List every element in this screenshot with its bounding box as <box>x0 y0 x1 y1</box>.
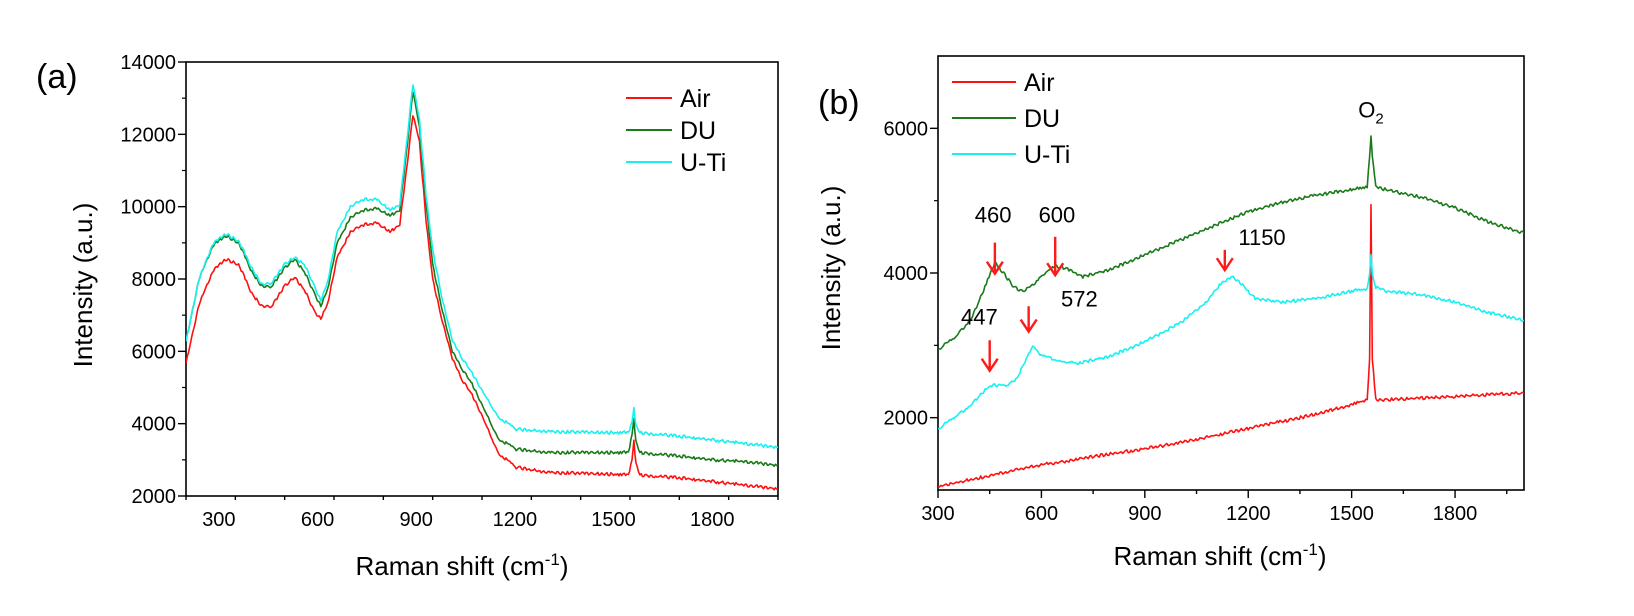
y-tick-label: 6000 <box>884 118 929 140</box>
peak-annotation: O2 <box>1358 97 1383 127</box>
legend-label-du: DU <box>680 117 716 145</box>
y-tick-label: 2000 <box>132 486 177 508</box>
legend: Air DU U-Ti <box>952 69 1070 169</box>
legend-label-uti: U-Ti <box>680 149 726 177</box>
y-axis-label: Intensity (a.u.) <box>68 203 98 368</box>
series-line-air <box>938 203 1524 488</box>
y-axis-label: Intensity (a.u.) <box>816 186 846 351</box>
x-tick-label: 600 <box>301 509 334 531</box>
peak-arrow <box>1215 249 1234 273</box>
peak-annotation: 1150 <box>1238 225 1285 250</box>
x-tick-label: 600 <box>1025 503 1058 525</box>
peak-arrow <box>985 242 1004 276</box>
y-tick-label: 2000 <box>884 408 929 430</box>
y-tick-label: 6000 <box>132 341 177 363</box>
peak-annotation: 600 <box>1039 202 1076 227</box>
x-tick-label: 300 <box>921 503 954 525</box>
x-axis-label: Raman shift (cm-1) <box>1113 540 1326 571</box>
x-tick-label: 1800 <box>690 509 735 531</box>
y-tick-label: 4000 <box>132 414 177 436</box>
x-tick-label: 1500 <box>1329 503 1374 525</box>
panel-label: (b) <box>818 84 860 122</box>
y-tick-label: 10000 <box>120 197 176 219</box>
y-tick-label: 8000 <box>132 269 177 291</box>
y-tick-label: 14000 <box>120 52 176 74</box>
legend-label-uti: U-Ti <box>1024 141 1070 169</box>
y-tick-label: 4000 <box>884 263 929 285</box>
x-tick-label: 900 <box>1128 503 1161 525</box>
x-tick-label: 900 <box>400 509 433 531</box>
series-line-uti <box>938 253 1524 430</box>
y-tick-label: 12000 <box>120 124 176 146</box>
legend-label-air: Air <box>1024 69 1055 97</box>
panel-b: 300 600 900 1200 1500 1800 2000 4000 6000 Air DU U-… <box>816 55 1525 571</box>
panel-a: 300 600 900 1200 1500 1800 2000 4000 6000 8000 100… <box>36 52 779 581</box>
series-group <box>186 84 778 491</box>
peak-arrow <box>1019 306 1038 334</box>
peak-arrow <box>980 340 999 373</box>
x-tick-label: 1200 <box>1226 503 1271 525</box>
series-line-du <box>186 91 778 468</box>
series-line-uti <box>186 84 778 450</box>
panel-label: (a) <box>36 58 78 96</box>
legend-label-air: Air <box>680 85 711 113</box>
x-tick-label: 1800 <box>1433 503 1478 525</box>
x-tick-label: 1200 <box>493 509 538 531</box>
peak-arrow <box>1046 236 1065 278</box>
series-group <box>938 135 1524 488</box>
series-line-air <box>186 115 778 491</box>
series-line-du <box>938 135 1524 350</box>
peak-annotation: 572 <box>1061 286 1098 311</box>
x-tick-label: 300 <box>202 509 235 531</box>
peak-annotation: 447 <box>961 304 998 329</box>
x-axis-label: Raman shift (cm-1) <box>355 550 568 581</box>
legend-label-du: DU <box>1024 105 1060 133</box>
legend: Air DU U-Ti <box>626 85 726 177</box>
peak-annotation: 460 <box>975 202 1012 227</box>
x-tick-label: 1500 <box>591 509 636 531</box>
